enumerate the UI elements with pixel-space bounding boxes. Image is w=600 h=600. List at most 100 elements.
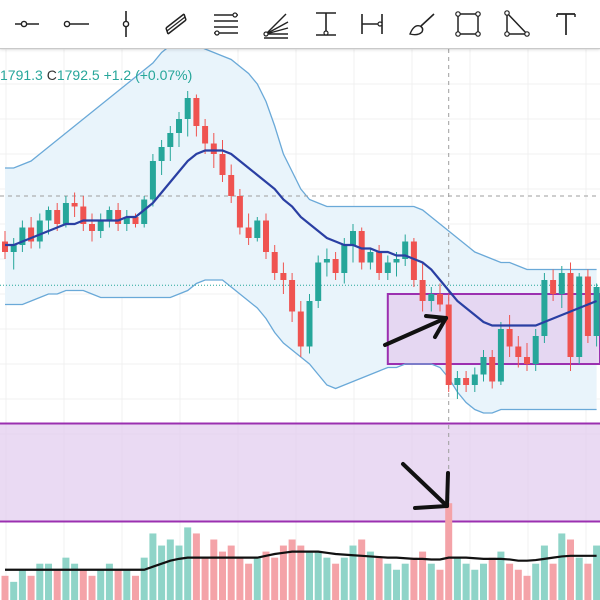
candle-body-bearish [236,196,243,228]
candle-body-bullish [593,287,600,336]
volume-bar [358,539,366,600]
candle-body-bullish [428,294,435,301]
volume-bar [349,545,357,600]
fib-fan-icon [263,13,289,39]
volume-ma-line [5,550,597,571]
candle-body-bullish [541,280,548,336]
candle-body-bearish [219,154,226,175]
candle-body-bullish [576,276,583,357]
volume-bar [393,569,400,600]
date-range-tool[interactable] [354,6,390,42]
rectangle-tool[interactable] [450,6,486,42]
candle-body-bearish [2,241,8,252]
candle-body-bullish [341,245,348,273]
volume-bar [427,563,435,600]
volume-bar [262,551,270,600]
rectangle-icon [455,11,481,37]
fib-fan-tool[interactable] [258,6,294,42]
price-range-icon [316,12,336,36]
candle-body-bearish [489,357,496,382]
volume-bar [140,557,148,600]
candle-body-bullish [367,252,374,263]
volume-bar [332,563,340,600]
volume-bar [18,569,26,600]
volume-bar [245,563,253,600]
volume-bar [279,545,287,600]
candle-body-bullish [315,262,322,301]
volume-bar [593,545,600,600]
volume-bar [314,551,322,600]
candle-body-bearish [271,252,278,273]
volume-bar [523,575,531,600]
fib-retracement-tool[interactable] [208,6,244,42]
candle-body-bearish [567,273,574,357]
volume-bar [175,545,183,600]
volume-bar [384,563,392,600]
volume-bar [45,563,52,600]
candle-body-bullish [45,210,52,221]
ohlc-close-label: C [46,67,57,83]
candle-body-bearish [202,126,209,144]
horizontal-ray-icon [15,20,39,28]
candle-body-bearish [506,329,513,347]
volume-bar [10,581,18,600]
text-tool[interactable] [548,6,584,42]
ohlc-legend: 1791.3 C1792.5 +1.2 (+0.07%) [0,67,192,83]
brush-icon [409,13,435,36]
volume-bar [132,575,139,600]
arrow-annotation-price [383,314,448,347]
candle-body-bullish [306,301,313,347]
volume-bar [227,545,235,600]
candle-body-bearish [358,231,365,263]
price-chart[interactable] [0,49,600,600]
volume-bar [184,527,192,600]
volume-bar [488,557,496,600]
triangle-tool[interactable] [498,6,534,42]
volume-bar [166,539,174,600]
candle-body-bullish [402,241,409,259]
volume-bar [236,557,244,600]
brush-tool[interactable] [404,6,440,42]
volume-bar [462,563,470,600]
parallel-channel-icon [165,13,187,35]
parallel-channel-tool[interactable] [158,6,194,42]
candle-body-bearish [280,273,287,280]
volume-bar [567,539,574,600]
candle-body-bearish [445,304,452,385]
candle-body-bearish [193,98,200,126]
candle-body-bearish [584,276,591,336]
candle-body-bearish [54,210,61,224]
vertical-line-tool[interactable] [108,6,144,42]
volume-bar [97,569,105,600]
candle-body-bearish [550,280,557,294]
volume-bar [532,563,540,600]
volume-bar [375,557,383,600]
volume-bar [219,551,226,600]
candle-body-bearish [210,143,217,154]
price-range-tool[interactable] [308,6,344,42]
volume-bar [288,539,296,600]
volume-bar [480,563,487,600]
volume-bar [62,557,70,600]
volume-bar [584,563,592,600]
fib-retracement-icon [214,12,238,36]
candle-body-bearish [332,259,339,273]
candle-body-bearish [132,217,139,224]
candle-body-bullish [10,245,17,252]
ray-tool[interactable] [58,6,94,42]
volume-bar [445,503,453,600]
candle-body-bullish [158,147,165,161]
volume-bar [514,569,522,600]
candle-body-bullish [184,98,191,119]
drawing-toolbar [0,0,600,49]
volume-bar [79,569,87,600]
horizontal-ray-tool[interactable] [8,6,44,42]
volume-bar [201,557,209,600]
candle-body-bearish [376,252,383,273]
volume-bar [253,557,261,600]
volume-bar [471,569,479,600]
volume-bar [210,539,218,600]
triangle-icon [504,10,530,37]
chart-area[interactable]: 1791.3 C1792.5 +1.2 (+0.07%) [0,49,600,600]
volume-bar [436,569,444,600]
